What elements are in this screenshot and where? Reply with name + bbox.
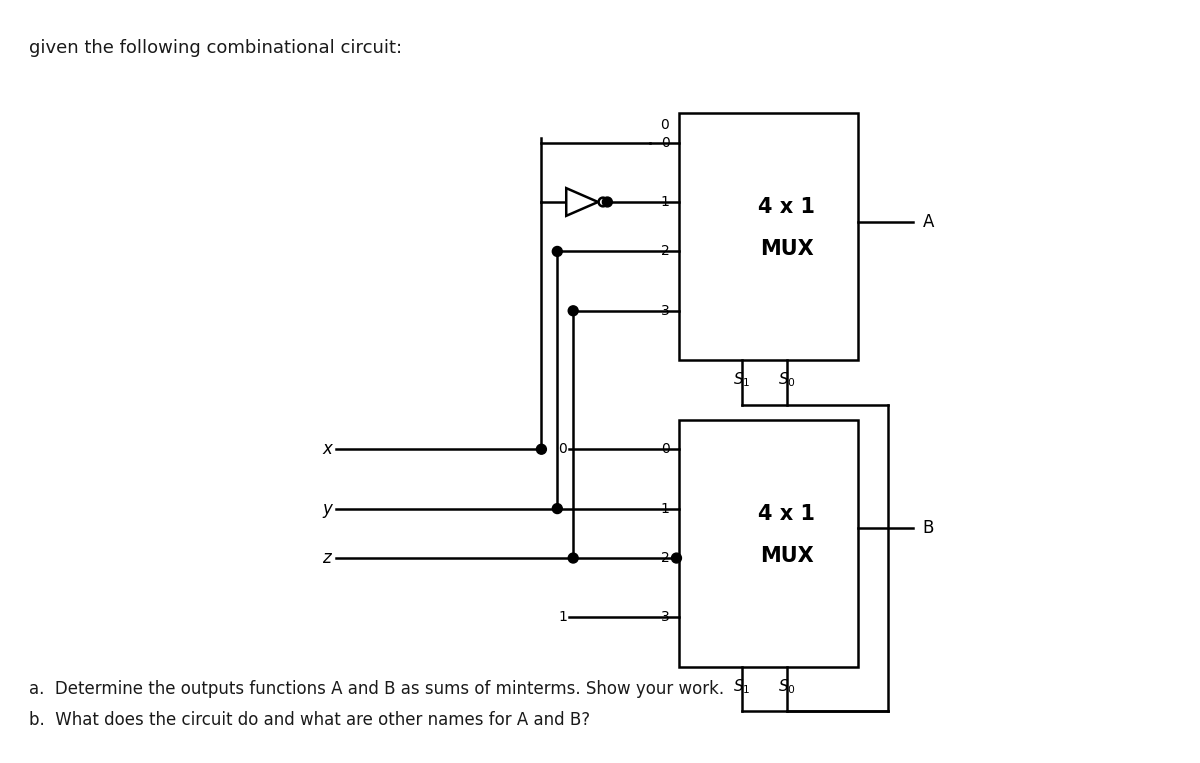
Text: 4 x 1: 4 x 1 [758, 504, 815, 523]
Text: MUX: MUX [760, 546, 814, 565]
Text: 3: 3 [661, 304, 670, 317]
Text: A: A [923, 213, 934, 230]
Text: 4 x 1: 4 x 1 [758, 197, 815, 217]
Text: y: y [322, 500, 332, 517]
Circle shape [552, 246, 563, 256]
Text: 0: 0 [661, 443, 670, 456]
Text: x: x [322, 440, 332, 459]
Text: 0: 0 [558, 443, 568, 456]
Circle shape [569, 553, 578, 563]
Text: 1: 1 [661, 501, 670, 516]
Bar [679, 420, 858, 667]
Circle shape [552, 504, 563, 513]
Polygon shape [566, 188, 598, 216]
Text: a.  Determine the outputs functions A and B as sums of minterms. Show your work.: a. Determine the outputs functions A and… [29, 680, 724, 697]
Text: 1: 1 [558, 610, 568, 624]
Text: 2: 2 [661, 244, 670, 259]
Bar [679, 113, 858, 360]
Circle shape [536, 444, 546, 454]
Text: MUX: MUX [760, 239, 814, 259]
Text: 1: 1 [661, 195, 670, 209]
Text: $S_0$: $S_0$ [778, 678, 796, 696]
Text: $S_1$: $S_1$ [733, 371, 751, 389]
Text: 2: 2 [661, 551, 670, 565]
Text: $S_1$: $S_1$ [733, 678, 751, 696]
Circle shape [569, 306, 578, 316]
Text: b.  What does the circuit do and what are other names for A and B?: b. What does the circuit do and what are… [29, 711, 590, 729]
Text: z: z [322, 549, 331, 567]
Text: given the following combinational circuit:: given the following combinational circui… [29, 39, 402, 56]
Text: B: B [923, 520, 934, 537]
Text: 0: 0 [660, 118, 668, 132]
Circle shape [672, 553, 682, 563]
Text: $S_0$: $S_0$ [778, 371, 796, 389]
Circle shape [602, 197, 612, 207]
Text: 3: 3 [661, 610, 670, 624]
Text: 0: 0 [661, 136, 670, 150]
